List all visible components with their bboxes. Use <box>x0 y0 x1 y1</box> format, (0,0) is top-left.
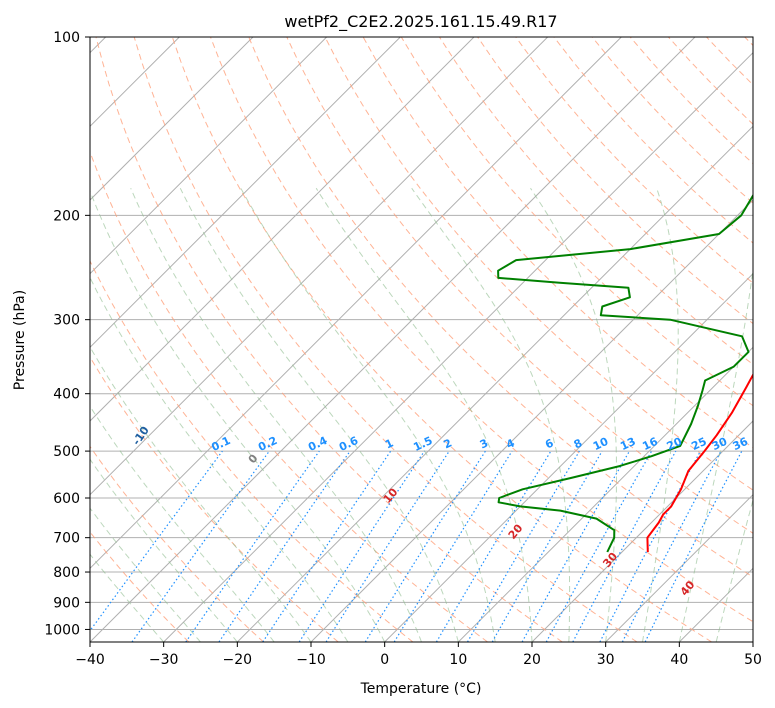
mixing-ratio-line <box>325 450 450 642</box>
isotherm-line <box>457 346 753 642</box>
dry-adiabat-line <box>133 37 638 642</box>
dry-adiabat-line <box>90 259 414 642</box>
isotherm-line <box>163 51 753 642</box>
dry-adiabat-line <box>171 37 712 642</box>
mixing-ratio-label: 20 <box>665 435 685 453</box>
mixing-ratio-line <box>298 450 425 642</box>
mixing-ratio-label: 13 <box>618 435 637 453</box>
moist-adiabat-line <box>90 507 201 642</box>
mixing-ratio-line <box>644 450 743 642</box>
isotherm-line <box>90 37 622 570</box>
dry-adiabat-line <box>95 37 563 642</box>
y-tick-label: 600 <box>53 491 80 507</box>
moist-adiabat-line <box>179 187 459 642</box>
x-tick-label: 40 <box>670 652 688 668</box>
moist-adiabat-line <box>90 553 165 642</box>
moist-adiabat-line <box>90 276 349 642</box>
isotherm-line <box>531 420 753 642</box>
dry-adiabat-line <box>90 356 339 642</box>
mixing-ratio-label: 30 <box>710 435 730 453</box>
x-tick-label: −40 <box>75 652 105 668</box>
mixing-ratio-line <box>521 450 631 642</box>
isotherm-line <box>90 37 254 201</box>
mixing-ratio-label: 25 <box>689 435 708 453</box>
mixing-ratio-line <box>185 450 320 642</box>
dry-adiabat-line <box>515 37 753 284</box>
moist-adiabat-line <box>642 188 679 642</box>
mixing-ratio-label: 36 <box>731 435 751 453</box>
y-axis: 100 200 300 400 500 600 700 800 900 1000 <box>44 30 90 638</box>
moist-adiabat-line <box>90 189 386 642</box>
profile-series <box>497 193 753 553</box>
mixing-ratio-line <box>545 450 653 642</box>
x-axis: −40 −30 −20 −10 0 10 20 30 40 50 <box>75 642 762 668</box>
mixing-ratio-line <box>393 450 513 642</box>
y-tick-label: 800 <box>53 565 80 581</box>
dewpoint-line <box>497 193 753 553</box>
moist-adiabat-line <box>678 265 753 642</box>
moist-adiabat-line <box>530 187 617 642</box>
dry-adiabat-line <box>324 37 753 491</box>
x-tick-label: 30 <box>597 652 615 668</box>
mixing-ratio-line <box>262 450 392 642</box>
mixing-ratio-label: 10 <box>591 435 611 453</box>
x-tick-label: −30 <box>149 652 179 668</box>
mixing-ratio-line <box>90 450 223 632</box>
mixing-ratio-label: 16 <box>640 435 660 453</box>
dry-adiabat-line <box>286 37 753 534</box>
y-tick-label: 400 <box>53 387 80 403</box>
moist-adiabat-line <box>90 458 238 642</box>
x-tick-label: −20 <box>223 652 253 668</box>
moist-adiabat-line <box>130 187 422 642</box>
y-tick-label: 1000 <box>44 622 80 638</box>
moist-adiabat-line <box>315 187 533 642</box>
y-tick-label: 700 <box>53 531 80 547</box>
moist-adiabat-line <box>411 187 571 642</box>
mixing-ratio-lines <box>90 450 743 642</box>
y-tick-label: 200 <box>53 208 80 224</box>
moist-adiabats <box>90 187 753 642</box>
x-tick-label: 10 <box>449 652 467 668</box>
plot-area: -100-90-80-70-60-50-40-30-20-10010203040… <box>90 37 753 642</box>
isotherm-line <box>236 125 753 642</box>
x-axis-label: Temperature (°C) <box>360 681 482 697</box>
chart-title: wetPf2_C2E2.2025.161.15.49.R17 <box>284 12 557 32</box>
isotherm-line <box>605 493 753 642</box>
y-tick-label: 900 <box>53 595 80 611</box>
isotherm-line <box>90 37 475 422</box>
isotherm-line <box>384 272 753 642</box>
dry-adiabat-line <box>90 445 264 642</box>
mixing-ratio-line <box>131 450 270 642</box>
isotherm-line <box>90 37 401 349</box>
y-tick-label: 100 <box>53 30 80 46</box>
plot-frame <box>89 36 754 643</box>
temperature-line <box>646 372 753 553</box>
dry-adiabat-line <box>248 37 753 578</box>
mixing-ratio-line <box>572 450 677 642</box>
x-tick-label: −10 <box>296 652 326 668</box>
x-tick-label: 20 <box>523 652 541 668</box>
moist-adiabat-line <box>240 187 496 642</box>
mixing-ratio-line <box>218 450 351 642</box>
dry-adiabat-line <box>210 37 753 623</box>
x-tick-label: 0 <box>380 652 389 668</box>
x-tick-label: 50 <box>744 652 762 668</box>
y-axis-label: Pressure (hPa) <box>12 290 28 390</box>
isotherm-line <box>90 37 549 496</box>
dry-adiabats <box>90 37 753 642</box>
y-tick-label: 500 <box>53 444 80 460</box>
moist-adiabat-line <box>715 498 753 642</box>
y-tick-label: 300 <box>53 313 80 329</box>
isotherm-line <box>90 37 328 275</box>
